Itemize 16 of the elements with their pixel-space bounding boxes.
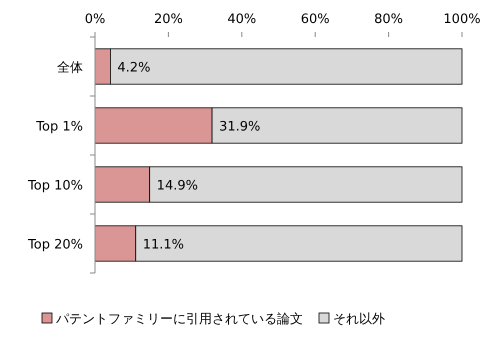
x-tick-label: 0%: [84, 12, 106, 27]
x-tick-label: 80%: [374, 12, 404, 27]
data-label: 31.9%: [219, 120, 260, 134]
x-tick-label: 20%: [154, 12, 183, 27]
legend-label: パテントファミリーに引用されている論文: [55, 312, 303, 327]
data-label: 11.1%: [142, 238, 184, 252]
x-tick-label: 40%: [227, 12, 256, 27]
legend-label: それ以外: [333, 312, 385, 327]
data-label: 14.9%: [156, 178, 198, 194]
y-tick-label: 全体: [57, 60, 83, 76]
y-tick-label: Top 20%: [27, 238, 83, 252]
x-tick-label: 60%: [300, 12, 330, 27]
y-tick-label: Top 10%: [27, 178, 83, 194]
x-tick-label: 100%: [443, 12, 481, 27]
data-label: 4.2%: [117, 60, 150, 76]
y-tick-label: Top 1%: [35, 120, 83, 134]
